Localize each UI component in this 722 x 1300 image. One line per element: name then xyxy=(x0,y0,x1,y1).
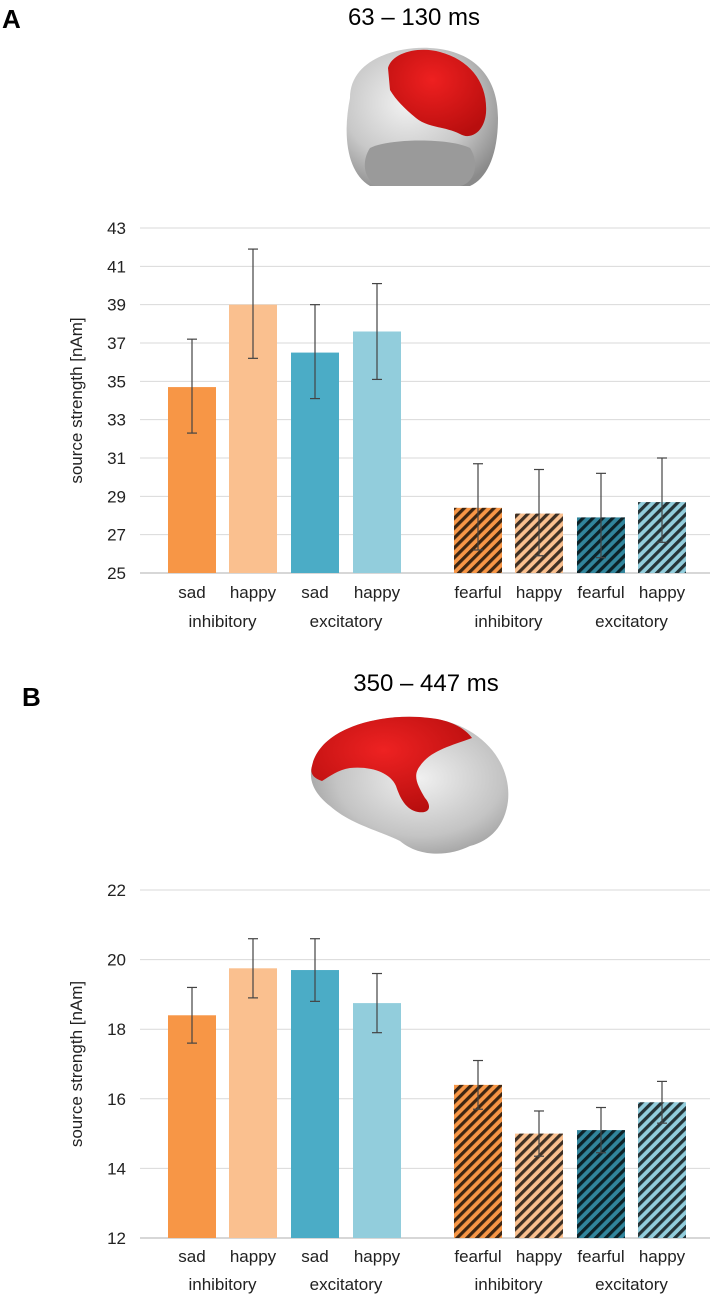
y-tick-label: 22 xyxy=(107,881,126,900)
group-label: inhibitory xyxy=(188,612,257,631)
y-tick-label: 12 xyxy=(107,1229,126,1248)
y-tick-label: 16 xyxy=(107,1090,126,1109)
bar-category-label: fearful xyxy=(577,1247,624,1266)
bar-category-label: happy xyxy=(230,1247,277,1266)
bar-category-label: happy xyxy=(230,583,277,602)
group-label: inhibitory xyxy=(474,612,543,631)
bar-category-label: sad xyxy=(301,583,328,602)
bar-category-label: fearful xyxy=(454,1247,501,1266)
chart-a: 25 27 29 31 33 35 37 39 41 43 source strength [nAm… xyxy=(67,219,710,631)
panel-letter-a: A xyxy=(2,4,21,34)
y-axis-label: source strength [nAm] xyxy=(67,317,86,483)
brain-activation-region xyxy=(311,716,472,813)
panel-letter-b: B xyxy=(22,682,41,712)
bar-category-label: sad xyxy=(178,1247,205,1266)
panel-title-b: 350 – 447 ms xyxy=(353,670,499,697)
y-tick-label: 39 xyxy=(107,296,126,315)
bar-category-label: sad xyxy=(301,1247,328,1266)
y-tick-label: 25 xyxy=(107,564,126,583)
y-tick-label: 35 xyxy=(107,372,126,391)
bar xyxy=(229,968,277,1238)
bar-category-label: happy xyxy=(639,1247,686,1266)
bar-category-label: happy xyxy=(354,1247,401,1266)
bar-category-label: fearful xyxy=(577,583,624,602)
bar-category-label: happy xyxy=(516,1247,563,1266)
y-tick-label: 20 xyxy=(107,951,126,970)
bar-hatch-overlay xyxy=(454,1084,502,1238)
brain-cerebellum-shape xyxy=(364,140,476,186)
group-label: excitatory xyxy=(310,612,383,631)
bar xyxy=(353,1003,401,1238)
y-tick-label: 33 xyxy=(107,411,126,430)
group-label: inhibitory xyxy=(188,1275,257,1294)
brain-lateral-view-image xyxy=(310,716,509,854)
y-tick-label: 31 xyxy=(107,449,126,468)
bar xyxy=(168,1015,216,1238)
bar-category-label: happy xyxy=(516,583,563,602)
panel-title-a: 63 – 130 ms xyxy=(347,4,481,31)
bar-hatch-overlay xyxy=(638,1102,686,1238)
group-label: excitatory xyxy=(595,612,668,631)
y-tick-label: 37 xyxy=(107,334,126,353)
y-axis-label: source strength [nAm] xyxy=(67,981,86,1147)
y-tick-label: 27 xyxy=(107,526,126,545)
brain-activation-region xyxy=(388,49,487,137)
bar-category-label: happy xyxy=(354,583,401,602)
brain-frontal-view-image xyxy=(346,47,498,187)
group-label: excitatory xyxy=(310,1275,383,1294)
y-tick-label: 18 xyxy=(107,1020,126,1039)
y-tick-label: 41 xyxy=(107,257,126,276)
bar-category-label: happy xyxy=(639,583,686,602)
y-tick-label: 43 xyxy=(107,219,126,238)
bar-category-label: fearful xyxy=(454,583,501,602)
group-label: inhibitory xyxy=(474,1275,543,1294)
y-tick-label: 29 xyxy=(107,487,126,506)
bar xyxy=(291,970,339,1238)
group-label: excitatory xyxy=(595,1275,668,1294)
y-tick-label: 14 xyxy=(107,1159,126,1178)
bar-category-label: sad xyxy=(178,583,205,602)
